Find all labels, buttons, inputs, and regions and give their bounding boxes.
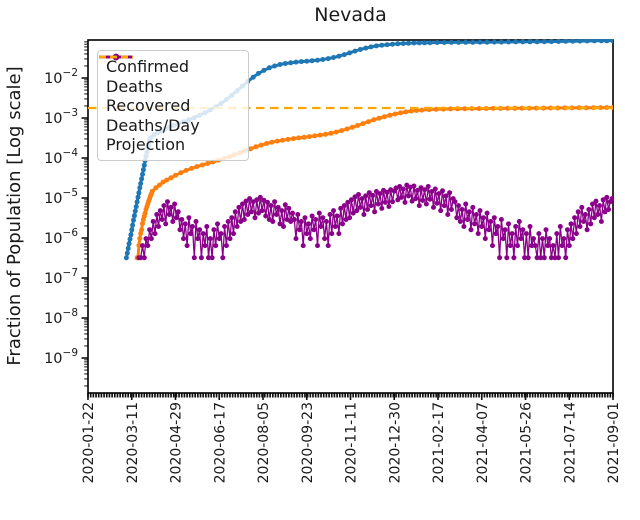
y-tick-label: 10−5 (44, 187, 78, 207)
x-tick-label: 2020-08-05 (256, 402, 272, 483)
x-tick-label: 2021-09-01 (606, 402, 622, 483)
legend-label: Deaths/Day (106, 115, 200, 135)
legend-entry-deaths-day: Deaths/Day (99, 53, 240, 136)
legend-entry-projection: Projection (99, 55, 240, 155)
deaths-day-line (138, 184, 613, 259)
y-tick-label: 10−9 (44, 347, 78, 367)
x-tick-label: 2020-06-17 (212, 402, 228, 483)
axes-box (87, 39, 614, 394)
x-tick-label: 2020-01-22 (81, 402, 97, 483)
x-tick-label: 2020-09-23 (300, 402, 316, 483)
y-tick-label: 10−8 (44, 307, 78, 327)
y-tick-label: 10−7 (44, 267, 78, 287)
y-tick-label: 10−4 (44, 147, 78, 167)
y-tick-label: 10−2 (44, 67, 78, 87)
series-group (88, 39, 613, 261)
legend-label: Projection (106, 135, 186, 155)
legend-label: Confirmed (106, 57, 190, 77)
x-tick-label: 2021-02-17 (431, 402, 447, 483)
y-axis: 10−2 10−3 10−4 10−5 10−6 10−7 10−8 10−9 (44, 67, 88, 367)
x-tick-label: 2021-04-07 (475, 402, 491, 483)
deaths-day-markers (136, 182, 613, 261)
chart-title: Nevada (314, 4, 387, 26)
x-tick-label: 2020-11-11 (344, 402, 360, 483)
x-tick-label: 2020-04-29 (169, 402, 185, 483)
legend-label: Recovered (106, 96, 191, 116)
x-tick-label: 2021-07-14 (562, 402, 578, 483)
x-tick-label: 2020-03-11 (125, 402, 141, 483)
x-tick-label: 2021-05-26 (519, 402, 535, 483)
legend-entry-deaths: Deaths (99, 53, 240, 97)
y-tick-label: 10−6 (44, 227, 78, 247)
projection-legend-line-icon (99, 55, 133, 59)
x-axis: 2020-01-22 2020-03-11 2020-04-29 2020-06-17… (81, 393, 622, 483)
legend: Confirmed Deaths Recovered Deaths/Day Projec… (97, 50, 249, 161)
x-tick-label: 2020-12-30 (387, 402, 403, 483)
y-tick-label: 10−3 (44, 107, 78, 127)
legend-label: Deaths (106, 76, 163, 96)
legend-entry-recovered: Recovered (99, 53, 240, 116)
